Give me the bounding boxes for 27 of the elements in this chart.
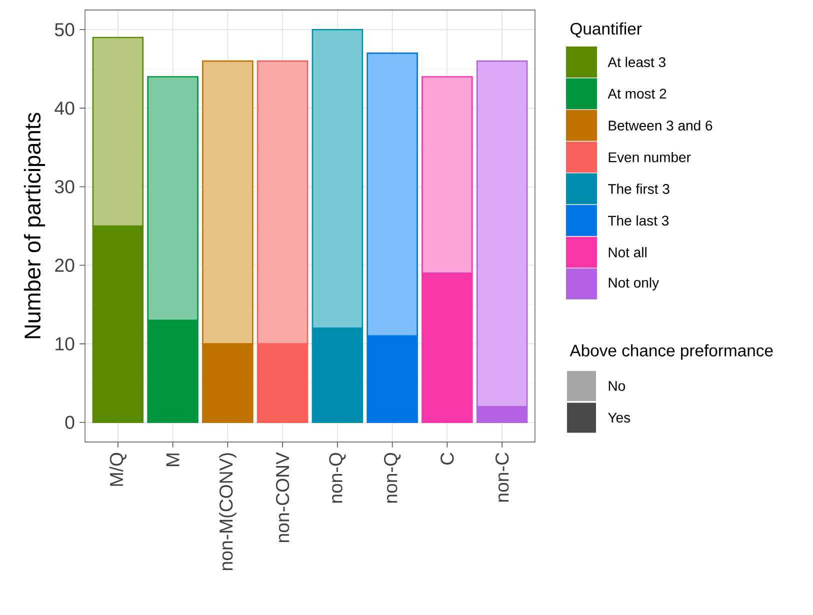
y-tick-label: 40 xyxy=(54,102,74,115)
legend-title: Above chance preformance xyxy=(570,344,773,360)
y-tick-label: 20 xyxy=(55,258,74,272)
text: Yes xyxy=(608,412,630,423)
y-tick-label: 30 xyxy=(54,180,74,194)
text: Not only xyxy=(608,277,660,290)
x-tick-label: M xyxy=(166,454,180,466)
text: The last 3 xyxy=(608,215,669,226)
x-tick-label: non-CONV xyxy=(276,452,290,542)
x-tick-label: non-Q xyxy=(329,452,346,503)
text: Between 3 and 6 xyxy=(608,120,712,131)
y-tick-label: 50 xyxy=(54,23,74,36)
text: The first 3 xyxy=(608,184,670,194)
text: Even number xyxy=(608,152,691,162)
text: No xyxy=(608,381,626,391)
x-tick-label: M/Q xyxy=(109,452,126,486)
y-axis-title: Number of participants xyxy=(24,112,46,338)
x-tick-label: non-C xyxy=(495,452,509,502)
text: At least 3 xyxy=(608,56,666,68)
text: Not all xyxy=(608,247,646,258)
x-tick-label: C xyxy=(440,452,454,465)
x-tick-label: non-M(CONV) xyxy=(218,453,236,570)
y-tick-label: 0 xyxy=(65,416,74,429)
x-tick-label: non-Q xyxy=(384,452,401,503)
y-tick-label: 10 xyxy=(56,337,74,350)
text: At most 2 xyxy=(608,88,666,99)
text: Quantifier xyxy=(570,22,642,38)
